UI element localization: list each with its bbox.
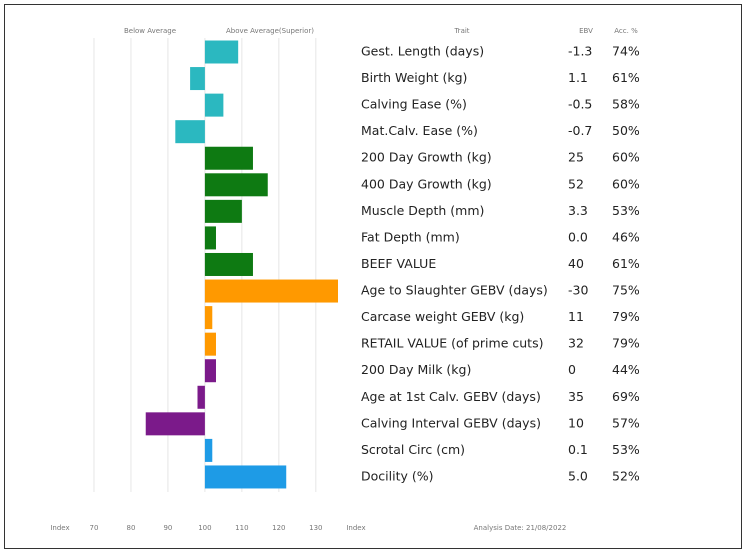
acc-value: 60% — [612, 150, 640, 165]
acc-value: 69% — [612, 389, 640, 404]
ebv-value: -0.7 — [568, 123, 592, 138]
bar — [175, 120, 205, 144]
ebv-value: -0.5 — [568, 97, 592, 112]
footnote: Analysis Date: 21/08/2022 — [474, 524, 567, 532]
bar — [197, 385, 205, 409]
ebv-value: 35 — [568, 389, 584, 404]
bar — [204, 226, 216, 250]
x-tick-label: 130 — [309, 524, 322, 532]
acc-value: 61% — [612, 70, 640, 85]
ebv-value: 0.0 — [568, 229, 588, 244]
bar — [145, 412, 205, 436]
col-ebv: EBV — [579, 27, 593, 35]
trait-label: Fat Depth (mm) — [361, 229, 460, 244]
acc-value: 50% — [612, 123, 640, 138]
ebv-value: 1.1 — [568, 70, 588, 85]
trait-label: 200 Day Growth (kg) — [361, 150, 492, 165]
x-tick-label: 80 — [126, 524, 135, 532]
x-label-right: Index — [346, 524, 365, 532]
ebv-value: -30 — [568, 283, 588, 298]
acc-value: 46% — [612, 229, 640, 244]
trait-label: BEEF VALUE — [361, 256, 436, 271]
header-right: Above Average(Superior) — [226, 27, 314, 35]
bar — [204, 438, 213, 462]
acc-value: 79% — [612, 309, 640, 324]
trait-label: Calving Ease (%) — [361, 97, 467, 112]
trait-label: Muscle Depth (mm) — [361, 203, 484, 218]
ebv-value: 25 — [568, 150, 584, 165]
trait-label: Docility (%) — [361, 468, 433, 483]
bar — [204, 146, 253, 170]
col-trait: Trait — [453, 27, 469, 35]
x-tick-label: 70 — [90, 524, 99, 532]
trait-label: Calving Interval GEBV (days) — [361, 415, 541, 430]
bar — [204, 279, 338, 303]
trait-label: Carcase weight GEBV (kg) — [361, 309, 524, 324]
ebv-value: 0.1 — [568, 442, 588, 457]
trait-label: Age to Slaughter GEBV (days) — [361, 283, 548, 298]
acc-value: 60% — [612, 176, 640, 191]
acc-value: 74% — [612, 44, 640, 59]
frame — [4, 4, 742, 549]
bar — [204, 199, 242, 223]
trait-label: Mat.Calv. Ease (%) — [361, 123, 478, 138]
x-tick-label: 120 — [272, 524, 285, 532]
bar — [204, 332, 216, 356]
acc-value: 58% — [612, 97, 640, 112]
acc-value: 79% — [612, 336, 640, 351]
bar — [204, 465, 287, 489]
bar — [204, 40, 239, 64]
trait-label: Scrotal Circ (cm) — [361, 442, 465, 457]
trait-label: 200 Day Milk (kg) — [361, 362, 471, 377]
acc-value: 44% — [612, 362, 640, 377]
acc-value: 57% — [612, 415, 640, 430]
ebv-value: 5.0 — [568, 468, 588, 483]
trait-label: Age at 1st Calv. GEBV (days) — [361, 389, 541, 404]
acc-value: 53% — [612, 203, 640, 218]
trait-label: Birth Weight (kg) — [361, 70, 467, 85]
bar — [190, 67, 205, 91]
bar — [204, 252, 253, 276]
acc-value: 61% — [612, 256, 640, 271]
acc-value: 53% — [612, 442, 640, 457]
ebv-value: 52 — [568, 176, 584, 191]
ebv-value: 3.3 — [568, 203, 588, 218]
header-left: Below Average — [124, 27, 176, 35]
trait-label: 400 Day Growth (kg) — [361, 176, 492, 191]
x-label: Index — [50, 524, 69, 532]
col-acc: Acc. % — [614, 27, 638, 35]
x-tick-label: 110 — [235, 524, 248, 532]
acc-value: 75% — [612, 283, 640, 298]
ebv-value: 11 — [568, 309, 584, 324]
ebv-value: -1.3 — [568, 44, 592, 59]
trait-label: RETAIL VALUE (of prime cuts) — [361, 336, 543, 351]
trait-label: Gest. Length (days) — [361, 44, 484, 59]
ebv-value: 0 — [568, 362, 576, 377]
ebv-value: 40 — [568, 256, 584, 271]
ebv-value: 10 — [568, 415, 584, 430]
x-tick-label: 90 — [163, 524, 172, 532]
bar — [204, 306, 213, 330]
ebv-value: 32 — [568, 336, 584, 351]
bar — [204, 359, 216, 383]
bar — [204, 93, 224, 117]
x-tick-label: 100 — [198, 524, 211, 532]
acc-value: 52% — [612, 468, 640, 483]
bar — [204, 173, 268, 197]
